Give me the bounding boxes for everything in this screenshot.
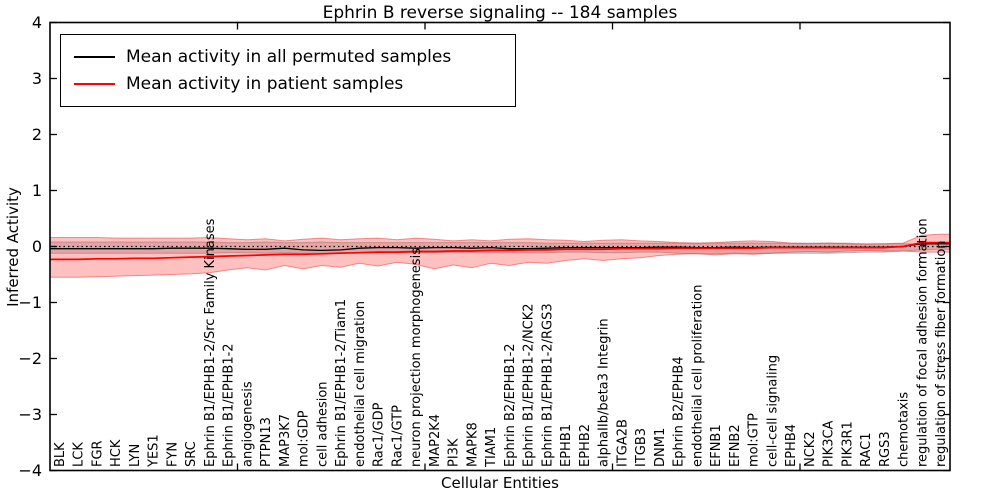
entity-label: cell adhesion <box>315 381 330 467</box>
chart-title: Ephrin B reverse signaling -- 184 sample… <box>322 3 678 23</box>
entity-label: Ephrin B2/EPHB4 <box>672 356 687 467</box>
band-patient <box>49 233 951 278</box>
legend-label-permuted: Mean activity in all permuted samples <box>126 46 452 67</box>
entity-label: YES1 <box>147 434 162 468</box>
entity-label: regulation of focal adhesion formation <box>915 218 930 467</box>
entity-label: mol:GDP <box>297 410 312 467</box>
entity-label: Ephrin B1/EPHB1-2/RGS3 <box>540 303 555 467</box>
entity-label: FYN <box>165 442 180 467</box>
entity-label: cell-cell signaling <box>765 355 780 467</box>
entity-label: Ephrin B1/EPHB1-2/Src Family Kinases <box>203 218 218 467</box>
entity-label: PI3K <box>447 438 462 467</box>
legend-entry-permuted: Mean activity in all permuted samples <box>61 43 515 70</box>
y-tick-label: −3 <box>18 405 42 424</box>
entity-label: angiogenesis <box>240 381 255 467</box>
entity-label: MAP3K7 <box>278 414 293 467</box>
entity-label: LCK <box>72 442 87 467</box>
entity-label: Rac1/GDP <box>372 402 387 467</box>
entity-label: ITGB3 <box>634 428 649 467</box>
y-tick-label: −2 <box>18 349 42 368</box>
entity-label: NCK2 <box>803 431 818 467</box>
y-tick-label: 3 <box>32 69 42 88</box>
mean-line-patient <box>50 241 950 261</box>
entity-label: EPHB1 <box>559 424 574 467</box>
entity-label: RAC1 <box>859 432 874 467</box>
y-tick-label: −4 <box>18 461 42 480</box>
entity-label: Rac1/GTP <box>390 405 405 467</box>
entity-label: alphaIIb/beta3 Integrin <box>597 318 612 467</box>
y-tick-label: 0 <box>32 237 42 256</box>
entity-label: endothelial cell migration <box>353 301 368 467</box>
entity-label: HCK <box>109 439 124 467</box>
entity-label: Ephrin B1/EPHB1-2/Tiam1 <box>334 299 349 467</box>
legend-line-red-icon <box>74 82 115 85</box>
legend-label-patient: Mean activity in patient samples <box>126 73 404 94</box>
entity-label: Ephrin B1/EPHB1-2 <box>222 343 237 467</box>
y-axis-label: Inferred Activity <box>4 187 22 307</box>
entity-label: DNM1 <box>653 428 668 467</box>
y-tick-label: −1 <box>18 293 42 312</box>
entity-label: neuron projection morphogenesis <box>409 248 424 467</box>
legend-line-black-icon <box>74 55 115 58</box>
entity-label: FGR <box>90 440 105 467</box>
entity-label: regulation of stress fiber formation <box>934 240 949 467</box>
entity-label: EFNB2 <box>728 424 743 467</box>
entity-label: PIK3CA <box>822 420 837 467</box>
entity-label: MAP2K4 <box>428 414 443 467</box>
entity-label: LYN <box>128 444 143 467</box>
entity-label: BLK <box>53 442 68 467</box>
entity-label: mol:GTP <box>747 413 762 467</box>
y-tick-label: 4 <box>32 13 42 32</box>
entity-label: chemotaxis <box>897 392 912 467</box>
y-tick-label: 1 <box>32 181 42 200</box>
entity-label: Ephrin B1/EPHB1-2/NCK2 <box>522 303 537 467</box>
entity-label: PIK3R1 <box>840 421 855 467</box>
entity-label: EFNB1 <box>709 424 724 467</box>
x-axis-label: Cellular Entities <box>441 474 559 492</box>
y-tick-label: 2 <box>32 125 42 144</box>
entity-label: Ephrin B2/EPHB1-2 <box>503 343 518 467</box>
entity-label: EPHB4 <box>784 424 799 467</box>
entity-label: TIAM1 <box>484 427 499 468</box>
entity-label: PTPN13 <box>259 417 274 467</box>
entity-label: EPHB2 <box>578 424 593 467</box>
entity-label: SRC <box>184 441 199 467</box>
legend-entry-patient: Mean activity in patient samples <box>61 70 515 97</box>
legend: Mean activity in all permuted samples Me… <box>60 34 516 107</box>
entity-label: RGS3 <box>878 431 893 467</box>
entity-label: ITGA2B <box>615 419 630 467</box>
entity-label: MAPK8 <box>465 422 480 467</box>
entity-label: endothelial cell proliferation <box>690 285 705 468</box>
